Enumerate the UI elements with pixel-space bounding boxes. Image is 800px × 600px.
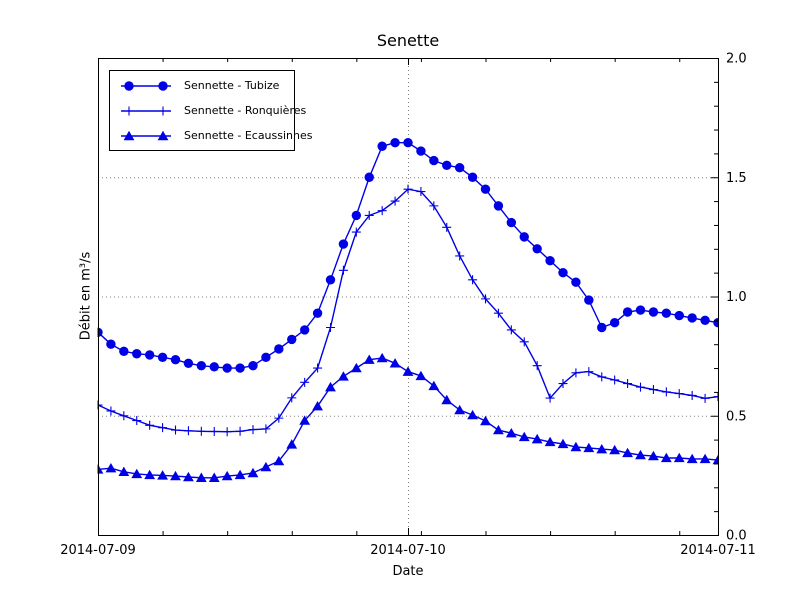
legend-label: Sennette - Tubize [184, 79, 280, 92]
legend-item-sennette-tubize: Sennette - Tubize [118, 74, 294, 98]
y-tick-label: 1.0 [726, 290, 747, 305]
x-tick-label: 2014-07-09 [60, 543, 136, 558]
x-axis-title: Date [392, 564, 424, 579]
y-axis-title: Débit en m³/s [78, 251, 94, 341]
series-sennette-tubize [97, 137, 719, 373]
series-sennette-ecaussinnes [97, 352, 719, 482]
axis-ticks [98, 58, 719, 536]
y-tick-label: 0.0 [726, 529, 747, 544]
gridlines [98, 58, 718, 535]
legend-item-sennette-ronqui-res: Sennette - Ronquières [118, 99, 306, 123]
triangle-marker-icon [121, 130, 171, 140]
y-tick-label: 0.5 [726, 409, 747, 424]
y-tick-label: 1.5 [726, 171, 747, 186]
x-tick-label: 2014-07-11 [680, 543, 756, 558]
series-sennette-ronqui-res [97, 184, 719, 437]
legend-label: Sennette - Ecaussinnes [184, 129, 313, 142]
circle-marker-icon [121, 80, 171, 91]
x-tick-label: 2014-07-10 [370, 543, 446, 558]
chart-title: Senette [376, 31, 440, 50]
legend: Sennette - Tubize Sennette - Ronquières Se… [109, 70, 313, 151]
y-tick-label: 2.0 [726, 52, 747, 67]
legend-item-sennette-ecaussinnes: Sennette - Ecaussinnes [118, 124, 313, 148]
legend-label: Sennette - Ronquières [184, 104, 307, 117]
plus-marker-icon [121, 106, 171, 115]
series-group [97, 137, 719, 482]
